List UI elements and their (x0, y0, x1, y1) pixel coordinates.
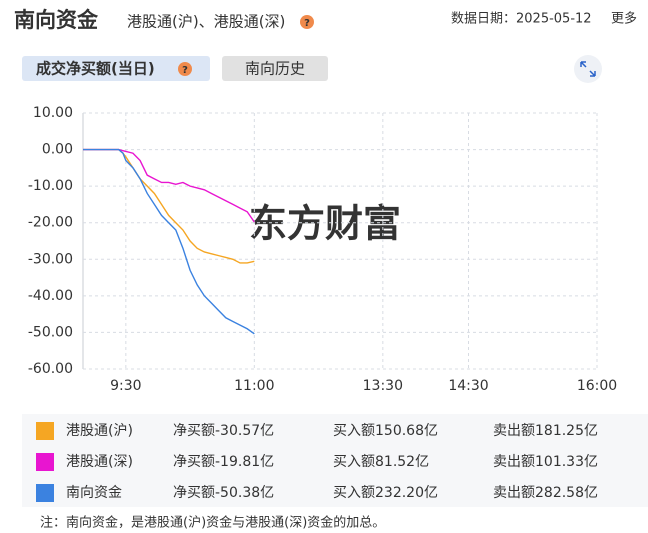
subtitle: 港股通(沪)、港股通(深) (127, 13, 285, 31)
net-value: -50.38亿 (215, 485, 274, 501)
y-tick-label: 10.00 (33, 105, 73, 121)
net-value: -30.57亿 (215, 423, 274, 439)
y-tick-label: -50.00 (28, 324, 73, 340)
buy-value: 150.68亿 (375, 423, 438, 439)
sell-value: 101.33亿 (535, 454, 598, 470)
legend-panel (22, 414, 648, 507)
sell-value: 181.25亿 (535, 423, 598, 439)
buy-label: 买入额 (333, 454, 375, 470)
help-mark: ? (182, 65, 188, 76)
x-tick-label: 11:00 (234, 378, 274, 394)
page-title: 南向资金 (14, 8, 99, 32)
series-line (83, 148, 255, 264)
net-label: 净买额 (173, 423, 215, 439)
series-line (83, 148, 255, 223)
help-icon[interactable] (300, 15, 314, 29)
legend-label: 港股通(沪) (66, 423, 133, 439)
help-mark: ? (304, 18, 310, 29)
expand-icon (580, 61, 596, 77)
note: 注：南向资金，是港股通(沪)资金与港股通(深)资金的加总。 (40, 515, 385, 531)
net-value: -19.81亿 (215, 454, 274, 470)
sell-label: 卖出额 (493, 454, 535, 470)
y-tick-label: 0.00 (42, 142, 73, 158)
date-label: 数据日期：2025-05-12 (451, 12, 592, 27)
y-tick-label: -60.00 (28, 361, 73, 377)
legend-label: 港股通(深) (66, 454, 133, 470)
more-link[interactable]: 更多 (611, 11, 637, 27)
tab-label: 南向历史 (245, 60, 305, 78)
help-icon[interactable] (178, 62, 192, 76)
legend-swatch (36, 453, 54, 471)
tab-active[interactable] (22, 56, 210, 81)
legend-swatch (36, 422, 54, 440)
tab[interactable] (222, 56, 328, 81)
buy-label: 买入额 (333, 423, 375, 439)
x-tick-label: 13:30 (363, 378, 403, 394)
y-tick-label: -20.00 (28, 215, 73, 231)
x-tick-label: 16:00 (577, 378, 617, 394)
y-tick-label: -30.00 (28, 251, 73, 267)
tab-label: 成交净买额(当日) (36, 60, 155, 78)
x-tick-label: 9:30 (110, 378, 141, 394)
buy-value: 232.20亿 (375, 485, 438, 501)
expand-button[interactable] (574, 55, 602, 83)
sell-label: 卖出额 (493, 423, 535, 439)
net-label: 净买额 (173, 454, 215, 470)
legend-swatch (36, 484, 54, 502)
watermark: 东方财富 (249, 202, 401, 246)
y-tick-label: -40.00 (28, 288, 73, 304)
x-tick-label: 14:30 (448, 378, 488, 394)
sell-value: 282.58亿 (535, 485, 598, 501)
buy-value: 81.52亿 (375, 454, 429, 470)
y-tick-label: -10.00 (28, 178, 73, 194)
buy-label: 买入额 (333, 485, 375, 501)
series-line (83, 148, 255, 335)
net-label: 净买额 (173, 485, 215, 501)
sell-label: 卖出额 (493, 485, 535, 501)
legend-label: 南向资金 (66, 485, 122, 501)
